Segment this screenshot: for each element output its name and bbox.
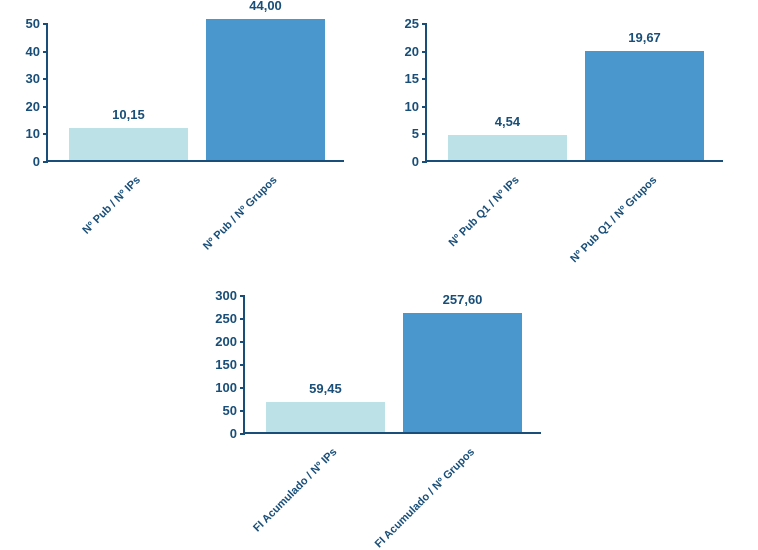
x-tick-label: Nº Pub / Nº Grupos xyxy=(201,174,280,253)
y-tick-label: 20 xyxy=(405,44,419,59)
y-tick-label: 50 xyxy=(223,403,237,418)
bar xyxy=(266,402,385,432)
x-tick-label: Nº Pub / Nº IPs xyxy=(80,174,143,237)
bar-group: 257,60FI Acumulado / Nº Grupos xyxy=(403,296,522,432)
bar-group: 59,45FI Acumulado / Nº IPs xyxy=(266,296,385,432)
y-tick-label: 300 xyxy=(215,288,237,303)
y-tick-label: 20 xyxy=(26,99,40,114)
bar xyxy=(69,128,188,160)
y-tick-label: 10 xyxy=(405,99,419,114)
y-tick-label: 0 xyxy=(230,426,237,441)
bar-value-label: 44,00 xyxy=(249,0,282,13)
y-tick-label: 15 xyxy=(405,71,419,86)
bar-value-label: 4,54 xyxy=(495,114,520,129)
bar-value-label: 19,67 xyxy=(628,30,661,45)
x-tick-label: Nº Pub Q1 / Nº Grupos xyxy=(568,174,659,265)
bar xyxy=(403,313,522,432)
y-tick-label: 0 xyxy=(412,154,419,169)
bar xyxy=(206,19,325,160)
y-tick-label: 40 xyxy=(26,44,40,59)
chart-pub-plot: 0102030405010,15Nº Pub / Nº IPs44,00Nº P… xyxy=(46,24,344,162)
x-tick-label: FI Acumulado / Nº IPs xyxy=(252,446,340,534)
bar-value-label: 59,45 xyxy=(309,381,342,396)
bar xyxy=(585,51,704,160)
bar xyxy=(448,135,567,160)
y-tick-label: 250 xyxy=(215,311,237,326)
y-tick-label: 200 xyxy=(215,334,237,349)
x-tick-label: Nº Pub Q1 / Nº IPs xyxy=(447,174,522,249)
x-tick-label: FI Acumulado / Nº Grupos xyxy=(373,446,477,550)
chart-pub-q1-plot: 05101520254,54Nº Pub Q1 / Nº IPs19,67Nº … xyxy=(425,24,723,162)
bar-group: 44,00Nº Pub / Nº Grupos xyxy=(206,24,325,160)
y-tick-label: 25 xyxy=(405,16,419,31)
y-tick-label: 30 xyxy=(26,71,40,86)
bar-group: 19,67Nº Pub Q1 / Nº Grupos xyxy=(585,24,704,160)
y-tick-label: 150 xyxy=(215,357,237,372)
y-tick-label: 100 xyxy=(215,380,237,395)
y-tick-label: 0 xyxy=(33,154,40,169)
bar-group: 10,15Nº Pub / Nº IPs xyxy=(69,24,188,160)
bar-group: 4,54Nº Pub Q1 / Nº IPs xyxy=(448,24,567,160)
y-tick-label: 10 xyxy=(26,126,40,141)
y-tick-label: 5 xyxy=(412,126,419,141)
chart-fi-plot: 05010015020025030059,45FI Acumulado / Nº… xyxy=(243,296,541,434)
bar-value-label: 10,15 xyxy=(112,107,145,122)
bar-value-label: 257,60 xyxy=(443,292,483,307)
y-tick-label: 50 xyxy=(26,16,40,31)
